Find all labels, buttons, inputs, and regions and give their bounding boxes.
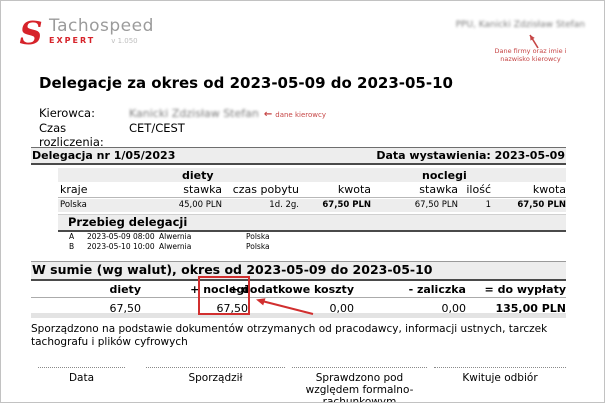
- summary-header: W sumie (wg walut), okres od 2023-05-09 …: [31, 261, 566, 281]
- section-divider: [31, 313, 566, 318]
- cell-czas-pobytu: 1d. 2g.: [269, 200, 299, 210]
- sum-val-do-wyplaty: 135,00 PLN: [495, 302, 566, 315]
- col-ilosc: ilość: [466, 183, 491, 196]
- cell-ilosc: 1: [485, 200, 491, 210]
- col-stawka-diety: stawka: [183, 183, 222, 196]
- col-kwota-noclegi: kwota: [532, 183, 566, 196]
- cell-kraj: Polska: [60, 200, 87, 210]
- cell-stawka-diety: 45,00 PLN: [178, 200, 222, 210]
- sum-val-zaliczka: 0,00: [441, 302, 467, 315]
- group-header-diety: diety: [182, 169, 214, 182]
- route-row: B 2023-05-10 10:00 Alwernia Polska: [69, 241, 270, 251]
- route-section: Przebieg delegacji A 2023-05-09 08:00 Al…: [58, 214, 566, 251]
- version-label: v 1.050: [111, 37, 138, 45]
- signature-line-data: Data: [38, 367, 125, 384]
- delegation-section: Delegacja nr 1/05/2023 Data wystawienia:…: [31, 147, 566, 212]
- table-row: Polska 45,00 PLN 1d. 2g. 67,50 PLN 67,50…: [58, 199, 566, 212]
- highlight-box: [198, 276, 250, 315]
- footnote: Sporządzono na podstawie dokumentów otrz…: [31, 323, 548, 348]
- sum-col-do-wyplaty: = do wypłaty: [484, 283, 566, 296]
- signature-line-sporzadzil: Sporządził: [146, 367, 285, 384]
- col-kraje: kraje: [60, 183, 88, 196]
- summary-values-row: 67,50 67,50 0,00 0,00 135,00 PLN: [31, 298, 567, 317]
- route-row: A 2023-05-09 08:00 Alwernia Polska: [69, 232, 270, 241]
- signature-label: Data: [68, 372, 95, 384]
- sum-col-noclegi: + noclegi: [190, 283, 248, 296]
- edition-label: EXPERT: [49, 36, 96, 45]
- company-driver-redacted: PPU, Kanicki Zdzisław Stefan: [455, 20, 585, 30]
- tachospeed-logo: S Tachospeed EXPERT v 1.050: [15, 17, 154, 49]
- sum-val-dodatkowe: 0,00: [329, 302, 355, 315]
- driver-block: Kierowca: Kanicki Zdzisław Stefan ← dane…: [39, 106, 326, 149]
- group-header-row: diety noclegi: [58, 168, 566, 182]
- signature-line-sprawdzono: Sprawdzono pod względem formalno-rachunk…: [292, 367, 427, 403]
- summary-column-header-row: diety + noclegi + dodatkowe koszty - zal…: [31, 281, 566, 298]
- cell-kwota-diety: 67,50 PLN: [322, 200, 371, 210]
- route-header: Przebieg delegacji: [58, 214, 566, 232]
- annotation-arrow-icon: [529, 34, 539, 49]
- cell-kwota-noclegi: 67,50 PLN: [517, 200, 566, 210]
- sum-val-noclegi: 67,50: [216, 302, 249, 315]
- svg-text:S: S: [19, 17, 42, 49]
- driver-annotation: dane kierowcy: [275, 111, 326, 119]
- settlement-time-label: Czas rozliczenia:: [39, 121, 104, 149]
- sum-col-dodatkowe: + dodatkowe koszty: [228, 283, 354, 296]
- signature-label: Kwituje odbiór: [462, 372, 538, 384]
- settlement-time-value: CET/CEST: [129, 121, 185, 135]
- sum-col-zaliczka: - zaliczka: [408, 283, 466, 296]
- col-stawka-noclegi: stawka: [419, 183, 458, 196]
- col-czas-pobytu: czas pobytu: [232, 183, 299, 196]
- summary-section: W sumie (wg walut), okres od 2023-05-09 …: [31, 261, 566, 317]
- highlight-arrow-icon: [256, 298, 314, 315]
- column-header-row: kraje stawka czas pobytu kwota stawka il…: [58, 182, 566, 198]
- report-title: Delegacje za okres od 2023-05-09 do 2023…: [39, 74, 453, 92]
- driver-name-redacted: Kanicki Zdzisław Stefan: [129, 107, 259, 120]
- left-arrow-icon: ←: [263, 109, 273, 120]
- col-kwota-diety: kwota: [337, 183, 371, 196]
- sum-col-diety: diety: [109, 283, 141, 296]
- driver-label: Kierowca:: [39, 106, 95, 120]
- cell-stawka-noclegi: 67,50 PLN: [414, 200, 458, 210]
- signature-label: Sporządził: [188, 372, 243, 384]
- delegation-number: Delegacja nr 1/05/2023: [32, 148, 176, 162]
- annotation-company-driver: Dane firmy oraz imie i nazwisko kierowcy: [494, 47, 567, 63]
- sum-val-diety: 67,50: [109, 302, 142, 315]
- signature-line-kwituje: Kwituje odbiór: [434, 367, 566, 384]
- signature-label: Sprawdzono pod względem formalno-rachunk…: [305, 372, 414, 403]
- issue-date: Data wystawienia: 2023-05-09: [376, 148, 565, 162]
- group-header-noclegi: noclegi: [422, 169, 467, 182]
- brand-name: Tachospeed: [49, 16, 154, 36]
- tachospeed-s-icon: S: [19, 17, 42, 49]
